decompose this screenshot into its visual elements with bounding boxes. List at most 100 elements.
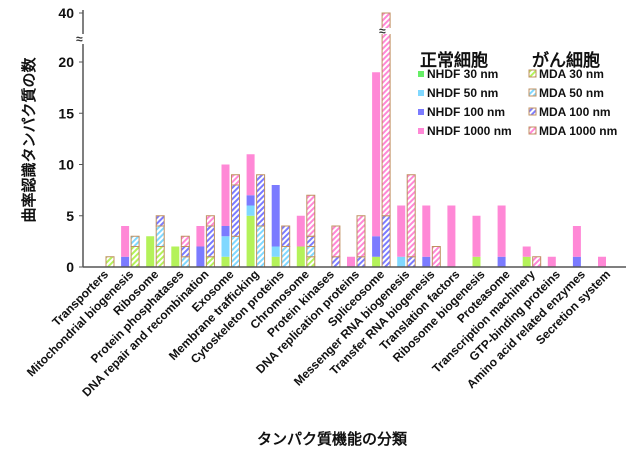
legend-entry: MDA 30 nm [539, 67, 604, 81]
bar-nhdf-nhdf100nm [221, 226, 230, 237]
bar-nhdf-nhdf30nm [146, 236, 155, 267]
y-tick-label: 20 [58, 54, 74, 70]
bar-mda-mda50nm [231, 235, 240, 268]
legend-entry: MDA 100 nm [539, 105, 611, 119]
bar-break-icon: ≈ [379, 24, 386, 38]
legend-swatch [528, 88, 537, 97]
bar-mda-mda30nm [105, 256, 115, 268]
bar-mda-mda100nm [205, 225, 215, 258]
bar-mda-mda1000nm [205, 215, 215, 227]
bar-nhdf-nhdf30nm [522, 256, 531, 267]
bar-nhdf-nhdf50nm [271, 246, 280, 257]
legend-entry: MDA 1000 nm [539, 124, 617, 138]
bar-nhdf-nhdf1000nm [598, 256, 606, 267]
bar-mda-mda50nm [281, 246, 291, 268]
y-tick-label: 40 [58, 5, 74, 21]
bar-nhdf-nhdf1000nm [497, 205, 506, 257]
bar-nhdf-nhdf50nm [246, 205, 255, 216]
bar-nhdf-nhdf1000nm [221, 164, 230, 226]
bar-nhdf-nhdf1000nm [572, 226, 581, 257]
bar-mda-mda30nm [205, 256, 215, 268]
bar-nhdf-nhdf30nm [472, 256, 481, 267]
axis-break-icon: ≈ [76, 32, 83, 46]
bar-mda-mda30nm [155, 246, 165, 268]
legend-entry: NHDF 30 nm [427, 67, 498, 81]
legend-entry: NHDF 50 nm [427, 86, 498, 100]
bar-mda-mda50nm [306, 246, 316, 258]
bar-nhdf-nhdf30nm [296, 246, 305, 267]
legend-swatch [528, 107, 537, 116]
bar-mda-mda100nm [180, 246, 190, 258]
bar-nhdf-nhdf100nm [121, 256, 130, 267]
bar-mda-mda1000nm [532, 256, 542, 268]
bar-mda-mda1000nm [381, 12, 391, 217]
bar-mda-mda1000nm [331, 225, 341, 258]
bar-mda-mda50nm [180, 256, 190, 268]
bar-nhdf-nhdf100nm [372, 236, 381, 257]
bar-mda-mda50nm [256, 225, 266, 268]
legend-swatch [418, 90, 424, 96]
y-tick-label: 15 [58, 105, 74, 121]
bar-nhdf-nhdf50nm [221, 236, 230, 257]
y-tick-label: 0 [66, 259, 74, 275]
bar-nhdf-nhdf50nm [397, 256, 406, 267]
bar-nhdf-nhdf1000nm [196, 226, 205, 247]
bar-mda-mda1000nm [180, 235, 190, 247]
bar-mda-mda100nm [356, 256, 366, 268]
bar-nhdf-nhdf30nm [271, 256, 280, 267]
legend-entry: NHDF 1000 nm [427, 124, 512, 138]
legend-entry: NHDF 100 nm [427, 105, 505, 119]
bar-nhdf-nhdf1000nm [547, 256, 556, 267]
y-tick-label: 5 [66, 208, 74, 224]
y-axis-label: 曲率認識タンパク質の数 [20, 57, 38, 223]
y-tick-label: 10 [58, 157, 74, 173]
bar-mda-mda1000nm [431, 246, 441, 268]
bar-nhdf-nhdf30nm [221, 256, 230, 267]
legend-swatch [528, 126, 537, 135]
bar-nhdf-nhdf1000nm [347, 256, 355, 267]
bar-mda-mda1000nm [306, 194, 316, 237]
bar-mda-mda100nm [381, 215, 391, 268]
bar-nhdf-nhdf1000nm [246, 154, 255, 196]
legend-swatch [418, 128, 424, 134]
bar-nhdf-nhdf1000nm [422, 205, 431, 257]
bar-nhdf-nhdf100nm [196, 246, 205, 267]
bar-mda-mda100nm [155, 215, 165, 227]
bar-nhdf-nhdf1000nm [472, 215, 481, 257]
legend-entry: MDA 50 nm [539, 86, 604, 100]
bar-mda-mda1000nm [356, 215, 366, 258]
bar-nhdf-nhdf1000nm [397, 205, 406, 257]
bar-mda-mda50nm [155, 225, 165, 247]
bar-mda-mda100nm [406, 256, 416, 268]
bar-mda-mda1000nm [231, 174, 240, 186]
bar-mda-mda100nm [231, 184, 240, 237]
legend-title: 正常細胞 [420, 50, 488, 70]
bar-nhdf-nhdf30nm [372, 256, 381, 267]
bar-nhdf-nhdf1000nm [522, 246, 531, 257]
bar-mda-mda100nm [306, 235, 316, 247]
bar-nhdf-nhdf100nm [246, 195, 255, 206]
bar-mda-mda100nm [331, 256, 341, 268]
bar-mda-mda1000nm [406, 174, 416, 258]
bar-nhdf-nhdf100nm [271, 185, 280, 247]
bar-mda-mda30nm [306, 256, 316, 268]
bar-nhdf-nhdf30nm [171, 246, 180, 267]
bar-mda-mda100nm [256, 174, 266, 227]
bar-nhdf-nhdf1000nm [372, 72, 381, 237]
bar-nhdf-nhdf100nm [572, 256, 581, 267]
legend-swatch [528, 69, 537, 78]
bar-mda-mda30nm [130, 246, 140, 268]
bar-nhdf-nhdf100nm [422, 256, 431, 267]
legend-swatch [418, 71, 424, 77]
bar-mda-mda100nm [281, 225, 291, 247]
legend-title: がん細胞 [532, 50, 600, 70]
legend-swatch [418, 109, 424, 115]
bar-mda-mda50nm [130, 235, 140, 247]
bar-nhdf-nhdf30nm [246, 215, 255, 267]
x-axis-label: タンパク質機能の分類 [257, 430, 408, 448]
bar-nhdf-nhdf100nm [497, 256, 506, 267]
bar-nhdf-nhdf1000nm [121, 226, 130, 257]
bar-nhdf-nhdf1000nm [296, 215, 305, 247]
